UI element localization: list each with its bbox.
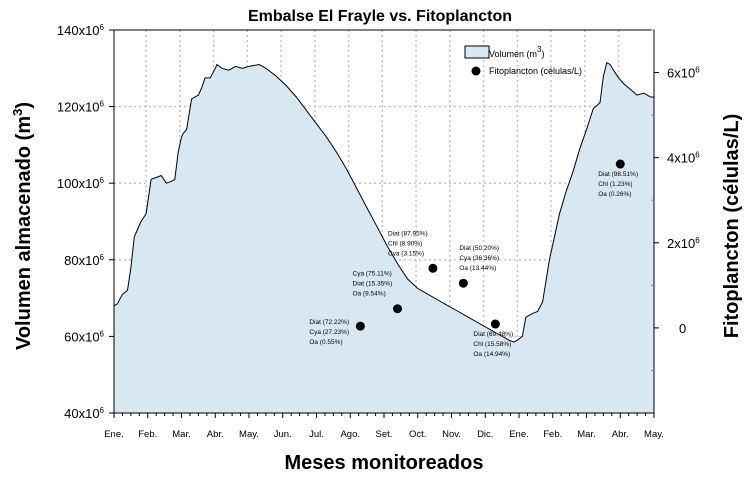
chart-title: Embalse El Frayle vs. Fitoplancton — [248, 8, 512, 25]
x-axis-tick-label: May. — [239, 429, 259, 440]
legend: Volumen (m3) Fitoplancton (células/L) — [464, 45, 582, 76]
x-axis-tick-label: Nov. — [442, 429, 461, 440]
x-axis-tick-label: Feb. — [138, 429, 157, 440]
data-label: Cya (75.11%) — [353, 271, 392, 278]
data-label: Diat (15.35%) — [353, 281, 393, 288]
x-axis-tick-label: Abr. — [612, 429, 629, 440]
y-axis-right-title: Fitoplancton (células/L) — [721, 114, 743, 338]
volume-line — [113, 61, 654, 343]
legend-swatch-area — [464, 45, 490, 59]
left-axis-tick-label: 60x106 — [64, 329, 104, 344]
left-axis: 40x106 60x106 80x106 100x106 120x106 140x106 — [57, 23, 114, 421]
x-axis-tick-label: Dic. — [477, 429, 493, 440]
volume-area — [114, 62, 654, 413]
data-label: Oa (13.44%) — [459, 265, 496, 272]
data-label: Cya (3.15%) — [388, 250, 424, 257]
data-point — [458, 278, 468, 288]
data-label: Cya (36.36%) — [459, 255, 499, 262]
legend-marker-point — [471, 66, 481, 76]
left-axis-tick-label: 120x106 — [57, 100, 105, 115]
legend-label-volume: Volumen (m3) — [489, 45, 544, 59]
x-axis-tick-label: Jun. — [274, 429, 292, 440]
data-point — [490, 319, 500, 329]
data-point — [393, 304, 402, 314]
data-label: Diat (72.22%) — [309, 319, 349, 326]
right-axis: 0 2x106 4x106 6x106 — [651, 29, 700, 371]
x-axis-tick-label: Abr. — [207, 429, 224, 440]
data-label: Diat (98.51%) — [598, 171, 638, 178]
data-label: Cya (27.23%) — [309, 329, 349, 336]
data-label: Oa (9.54%) — [353, 291, 386, 298]
x-axis-tick-label: May. — [644, 429, 664, 440]
x-axis-tick-label: Feb. — [543, 429, 562, 440]
y-axis-left-title: Volumen almacenado (m3) — [10, 102, 35, 350]
data-label: Oa (0.55%) — [309, 339, 342, 346]
right-axis-tick-label: 2x106 — [667, 236, 700, 251]
plot-area: Diat (72.22%) Cya (27.23%) Oa (0.55%) Cya (… — [113, 29, 655, 414]
right-axis-tick-label: 6x106 — [667, 66, 700, 81]
left-axis-tick-label: 80x106 — [64, 253, 104, 268]
data-label: Oa (14.94%) — [473, 351, 510, 358]
left-axis-tick-label: 140x106 — [57, 23, 105, 38]
data-point — [428, 263, 438, 273]
data-point — [355, 321, 365, 331]
x-axis-tick-label: Oct. — [409, 429, 426, 440]
right-axis-tick-label: 4x106 — [667, 151, 700, 166]
x-axis-tick-label: Jul. — [309, 429, 324, 440]
left-axis-tick-label: 40x106 — [64, 406, 104, 421]
x-axis-tick-label: Mar. — [577, 429, 595, 440]
data-label: Chl (1.23%) — [598, 181, 632, 188]
x-axis-tick-label: Mar. — [172, 429, 190, 440]
phytoplankton-points: Diat (72.22%) Cya (27.23%) Oa (0.55%) Cya (… — [309, 159, 638, 358]
x-axis-tick-label: Ene. — [509, 429, 529, 440]
x-axis-tick-label: Set. — [376, 429, 393, 440]
data-label: Chl (8.90%) — [388, 240, 422, 247]
right-axis-tick-label: 0 — [679, 321, 686, 336]
x-axis-tick-label: Ago. — [340, 429, 360, 440]
x-axis: Ene. Feb. Mar. Abr. May. Jun. Jul. Ago. Set. Oct.… — [104, 413, 664, 440]
data-label: Diat (87.95%) — [388, 230, 428, 237]
left-axis-tick-label: 100x106 — [57, 176, 105, 191]
x-axis-tick-label: Ene. — [104, 429, 124, 440]
legend-label-phyto: Fitoplancton (células/L) — [489, 66, 582, 76]
data-point — [615, 159, 625, 169]
data-label: Diat (69.48%) — [473, 331, 513, 338]
data-label: Chl (15.58%) — [473, 341, 511, 348]
data-label: Oa (0.26%) — [598, 191, 631, 198]
data-label: Diat (50.20%) — [459, 245, 499, 252]
x-axis-title: Meses monitoreados — [285, 452, 484, 474]
